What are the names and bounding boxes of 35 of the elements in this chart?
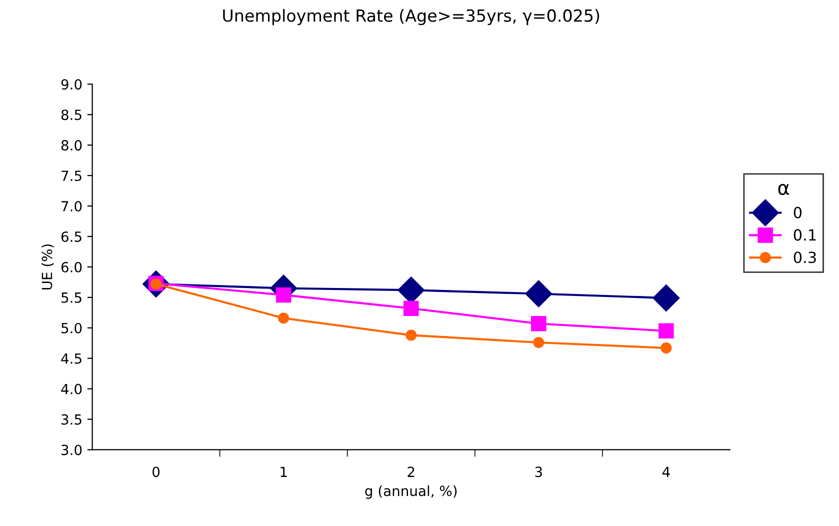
y-axis-title: UE (%) xyxy=(42,244,54,290)
y-tick-label: 4.0 xyxy=(61,384,82,394)
point xyxy=(533,336,544,348)
point xyxy=(406,330,417,341)
y-tick-label: 7.0 xyxy=(62,200,82,212)
legend-label: 0.1 xyxy=(794,229,816,241)
point xyxy=(531,316,546,332)
y-tick-label: 3.5 xyxy=(62,414,82,425)
x-axis-title: g (annual, %) xyxy=(365,485,457,499)
y-tick-label: 3.0 xyxy=(62,444,82,456)
x-tick-label: 3 xyxy=(535,466,542,478)
x-tick-label: 1 xyxy=(280,466,287,477)
chart-title: Unemployment Rate (Age>=35yrs, γ=0.025) xyxy=(223,8,600,26)
x-tick-label: 0 xyxy=(152,466,160,478)
y-tick-label: 6.0 xyxy=(61,262,82,272)
y-tick-label: 4.5 xyxy=(61,353,82,364)
y-tick-label: 9.0 xyxy=(61,79,82,90)
y-tick-label: 8.5 xyxy=(61,110,82,120)
point xyxy=(658,323,674,339)
y-tick-label: 5.5 xyxy=(62,292,82,303)
x-tick-label: 2 xyxy=(408,466,414,477)
y-tick-label: 5.0 xyxy=(62,322,82,334)
legend-title: α xyxy=(778,184,790,196)
point xyxy=(276,287,292,303)
legend-label: 0 xyxy=(794,206,802,218)
y-tick-label: 7.5 xyxy=(62,170,82,182)
x-tick-label: 4 xyxy=(662,466,670,477)
y-tick-label: 6.5 xyxy=(61,231,82,242)
point xyxy=(525,280,552,308)
point xyxy=(652,284,680,312)
legend-label: 0.3 xyxy=(794,252,816,264)
y-tick-label: 8.0 xyxy=(61,140,82,151)
point xyxy=(278,312,290,324)
point xyxy=(660,342,672,354)
point xyxy=(403,300,419,316)
